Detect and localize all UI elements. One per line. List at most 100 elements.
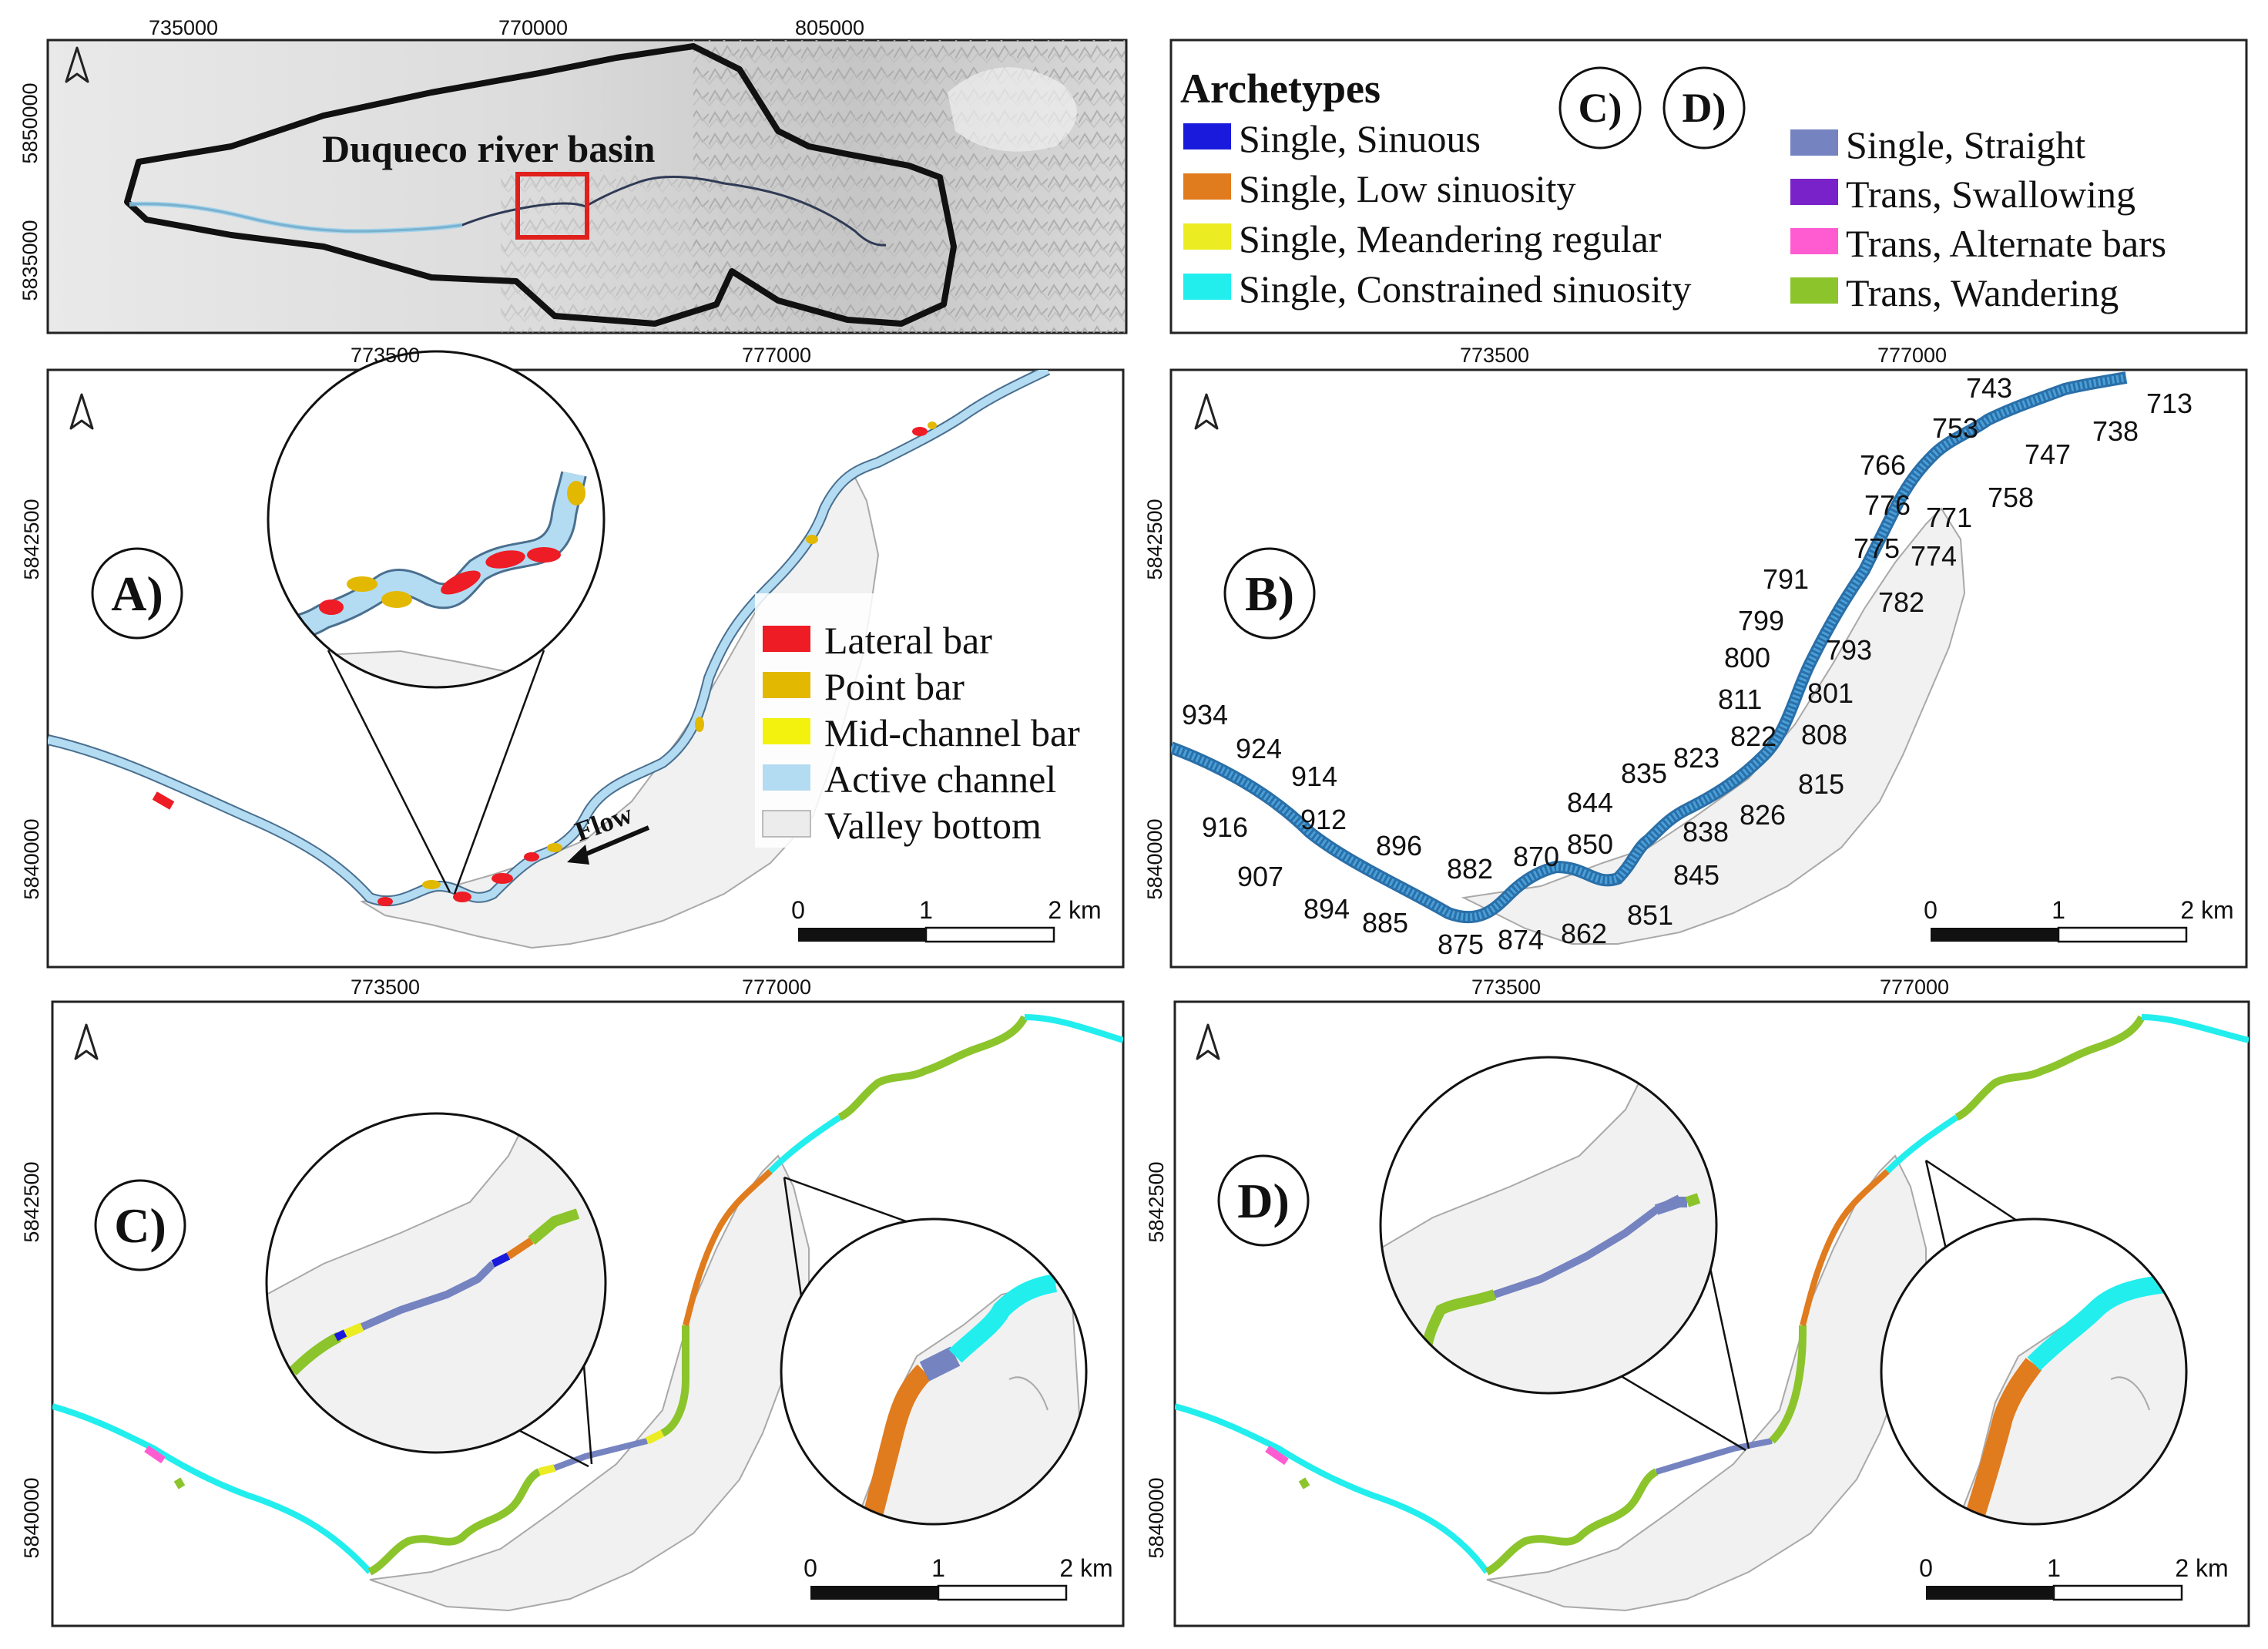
legend-swatch [1790, 179, 1838, 205]
basin-title: Duqueco river basin [322, 127, 656, 170]
legend-swatch [1790, 228, 1838, 254]
segment-id: 793 [1826, 634, 1872, 666]
segment-id: 799 [1738, 605, 1784, 636]
segment-id: 808 [1801, 719, 1847, 751]
overview-active-channel [129, 201, 463, 234]
segment-id: 815 [1798, 768, 1844, 800]
segment-id: 811 [1718, 683, 1762, 715]
legend-label: Trans, Wandering [1846, 271, 2119, 314]
panel-ref-circle [1558, 66, 1642, 149]
segment-id: 758 [1988, 482, 2034, 513]
scalebar-label: 0 [804, 1554, 817, 1582]
scalebar-label: 1 [931, 1554, 945, 1582]
x-tick: 773500 [351, 344, 420, 367]
archetype-channel [1885, 1114, 1959, 1174]
study-area-box [515, 172, 589, 240]
north-arrow-icon [1196, 1023, 1220, 1060]
bar-features [152, 421, 937, 906]
x-tick: 773500 [351, 976, 420, 999]
segment-id: 776 [1864, 489, 1911, 521]
panel-ref-c: C) [1579, 85, 1622, 131]
north-arrow-icon [74, 1023, 99, 1060]
segment-id: 782 [1878, 586, 1924, 618]
scalebar-label: 0 [791, 896, 805, 924]
segment-id: 882 [1447, 853, 1493, 885]
segment-id: 743 [1966, 372, 2012, 404]
archetype-channel [1954, 1015, 2146, 1121]
panel-label-circle [94, 1179, 186, 1271]
y-tick: 5840000 [1145, 1477, 1168, 1558]
panel-c: C) 0 1 2 km 773500 777000 5842500 584000… [20, 976, 1125, 1627]
segment-id: 912 [1300, 804, 1347, 835]
archetype-channel [683, 1169, 773, 1326]
zoom-inset [1880, 1217, 2188, 1526]
segment-id: 896 [1376, 830, 1422, 861]
panel-label-circle [1223, 547, 1316, 640]
overview-map: Duqueco river basin 735000 770000 805000… [18, 16, 1128, 334]
segment-channel [1171, 371, 2128, 924]
y-tick: 5842500 [20, 1161, 43, 1242]
segment-id: 753 [1932, 412, 1978, 444]
x-tick: 777000 [1880, 976, 1949, 999]
segment-id: 738 [2092, 415, 2139, 447]
panel-a-legend-frame [755, 593, 1109, 848]
y-tick: 5842500 [1143, 499, 1166, 579]
legend-swatch [1183, 173, 1231, 200]
scalebar-label: 1 [2052, 896, 2065, 924]
x-tick: 773500 [1471, 976, 1541, 999]
overview-x-tick: 770000 [498, 16, 568, 39]
x-tick: 773500 [1460, 344, 1529, 367]
y-tick: 5842500 [20, 499, 43, 579]
segment-id: 835 [1621, 757, 1667, 789]
legend-swatch [763, 626, 810, 652]
segment-id: 826 [1740, 799, 1786, 831]
archetype-channel [1265, 1445, 1289, 1466]
active-channel-fill [48, 370, 1050, 905]
segment-id: 823 [1673, 742, 1719, 774]
panel-c-label: C) [114, 1198, 166, 1253]
segment-id: 851 [1627, 899, 1673, 931]
legend-swatch [763, 718, 810, 744]
segment-id: 907 [1237, 861, 1283, 892]
legend-swatch [763, 764, 810, 791]
segment-id: 924 [1236, 733, 1282, 764]
panel-label-circle [1217, 1154, 1310, 1247]
legend-swatch [762, 810, 811, 838]
segment-id: 801 [1807, 677, 1854, 709]
legend-title: Archetypes [1180, 65, 1381, 112]
overview-y-tick: 5850000 [18, 82, 42, 163]
segment-id: 862 [1561, 918, 1607, 949]
panel-a-label: A) [111, 566, 163, 621]
legend-label: Trans, Swallowing [1846, 173, 2135, 216]
north-arrow-icon [69, 393, 94, 430]
segment-id: 916 [1202, 811, 1248, 843]
segment-id: 800 [1724, 642, 1770, 673]
panel-d: D) 0 1 2 km 773500 777000 5842500 584000… [1145, 976, 2250, 1627]
zoom-inset [780, 1217, 1088, 1526]
scalebar: 0 1 2 km [791, 896, 1102, 943]
segment-id: 934 [1182, 699, 1228, 730]
scalebar-label: 1 [2047, 1554, 2061, 1582]
x-tick: 777000 [1877, 344, 1947, 367]
archetype-channel [173, 1477, 186, 1489]
panel-b-label: B) [1245, 566, 1294, 621]
segment-id: 766 [1860, 449, 1906, 481]
segment-id: 885 [1362, 907, 1408, 939]
segment-id: 874 [1498, 924, 1544, 955]
legend-swatch [1790, 277, 1838, 304]
scalebar-label: 2 km [2180, 896, 2233, 924]
y-tick: 5840000 [20, 1477, 43, 1558]
segment-id: 850 [1567, 828, 1613, 860]
overview-y-tick: 5835000 [18, 220, 42, 301]
segment-id: 747 [2025, 438, 2071, 470]
overview-x-tick: 805000 [795, 16, 864, 39]
y-tick: 5840000 [1143, 818, 1166, 899]
segment-id: 844 [1567, 787, 1613, 818]
overview-x-tick: 735000 [149, 16, 218, 39]
segment-id: 894 [1303, 893, 1350, 925]
scalebar-label: 2 km [2175, 1554, 2228, 1582]
archetype-channel [367, 1468, 542, 1576]
archetype-channel [1024, 1014, 1123, 1043]
segment-id: 822 [1730, 720, 1776, 752]
